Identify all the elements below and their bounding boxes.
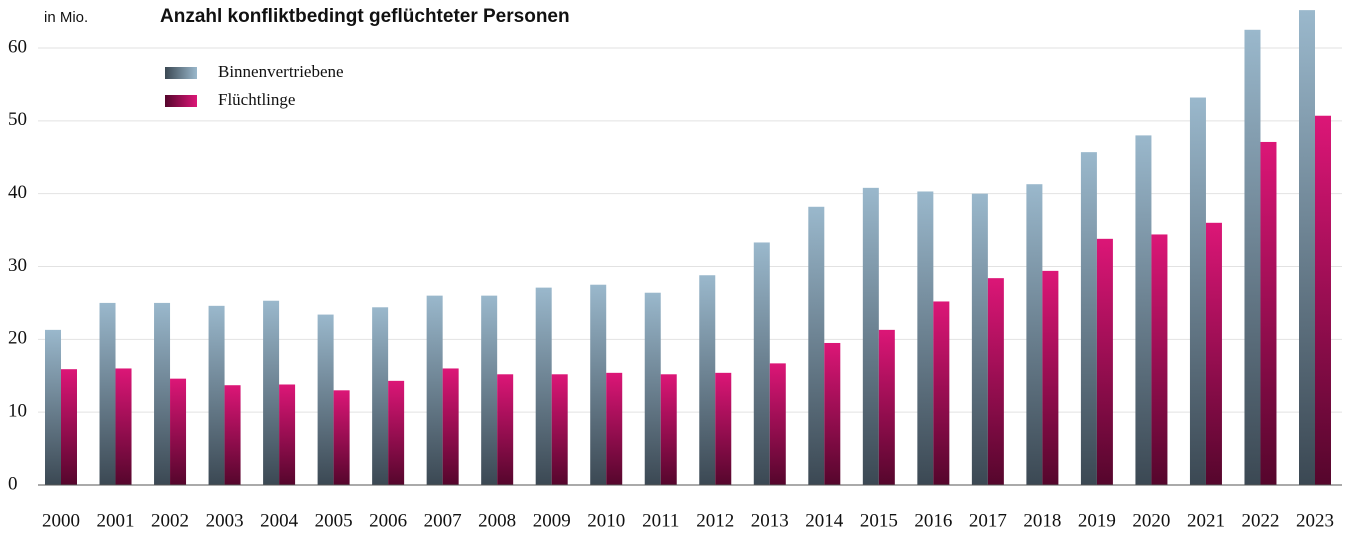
- bar: [1205, 222, 1222, 486]
- bar: [606, 372, 623, 485]
- bar: [644, 292, 661, 485]
- bar: [1096, 238, 1113, 485]
- bar: [481, 295, 498, 485]
- y-tick-label: 20: [8, 328, 27, 349]
- bar: [99, 302, 116, 485]
- bar: [1315, 115, 1331, 486]
- x-tick-label: 2015: [860, 510, 898, 531]
- legend-label: Binnenvertriebene: [218, 62, 344, 81]
- bar: [878, 329, 895, 485]
- x-tick-label: 2006: [369, 510, 407, 531]
- y-unit: in Mio.: [44, 9, 88, 26]
- bar: [45, 329, 61, 485]
- x-tick-label: 2007: [424, 510, 462, 531]
- bar: [1189, 97, 1206, 485]
- x-tick-label: 2010: [587, 510, 625, 531]
- bar: [426, 295, 443, 485]
- bar: [388, 380, 405, 485]
- bar: [317, 314, 334, 485]
- x-tick-label: 2012: [696, 510, 734, 531]
- x-tick-label: 2008: [478, 510, 516, 531]
- x-tick-label: 2017: [969, 510, 1007, 531]
- bar: [208, 305, 225, 485]
- bar: [61, 369, 77, 485]
- x-tick-label: 2014: [805, 510, 844, 531]
- y-tick-label: 10: [8, 401, 27, 422]
- x-tick-label: 2011: [642, 510, 679, 531]
- x-tick-label: 2001: [97, 510, 135, 531]
- bar: [987, 278, 1004, 485]
- legend-label: Flüchtlinge: [218, 90, 295, 109]
- bar: [372, 307, 389, 485]
- bar: [933, 301, 950, 485]
- bar: [442, 368, 459, 485]
- x-tick-label: 2016: [914, 510, 952, 531]
- bar: [1299, 10, 1315, 485]
- x-tick-label: 2000: [42, 510, 80, 531]
- x-tick-label: 2022: [1241, 510, 1279, 531]
- y-tick-label: 50: [8, 109, 27, 130]
- x-tick-label: 2003: [206, 510, 244, 531]
- bar: [769, 363, 786, 485]
- x-tick-label: 2023: [1296, 510, 1334, 531]
- bar: [660, 374, 677, 485]
- legend-swatch: [165, 67, 197, 79]
- x-tick-label: 2005: [315, 510, 353, 531]
- y-tick-label: 60: [8, 36, 27, 57]
- bar: [170, 378, 187, 485]
- legend-swatch: [165, 95, 197, 107]
- y-tick-label: 0: [8, 473, 18, 494]
- bar: [971, 193, 988, 485]
- bar: [333, 390, 350, 485]
- bar: [590, 284, 607, 485]
- x-tick-label: 2020: [1132, 510, 1170, 531]
- x-tick-label: 2019: [1078, 510, 1116, 531]
- bar: [715, 372, 732, 485]
- bar: [753, 242, 770, 485]
- bar: [115, 368, 132, 485]
- x-tick-label: 2002: [151, 510, 189, 531]
- x-tick-label: 2018: [1023, 510, 1061, 531]
- bar: [1260, 141, 1277, 485]
- bar: [1042, 270, 1059, 485]
- chart-title: Anzahl konfliktbedingt geflüchteter Pers…: [160, 6, 570, 27]
- bar: [1244, 29, 1261, 486]
- x-tick-label: 2021: [1187, 510, 1225, 531]
- bar: [154, 302, 171, 485]
- bar: [808, 206, 825, 485]
- bar: [1135, 135, 1152, 485]
- bar: [699, 275, 716, 485]
- bar: [279, 384, 296, 485]
- bar: [263, 300, 280, 485]
- bar: [1151, 234, 1168, 485]
- bar: [862, 187, 879, 485]
- bar: [1080, 152, 1097, 485]
- bar: [224, 385, 241, 485]
- x-tick-label: 2004: [260, 510, 299, 531]
- x-tick-label: 2013: [751, 510, 789, 531]
- bar: [1026, 184, 1043, 485]
- bar: [535, 287, 552, 485]
- x-tick-label: 2009: [533, 510, 571, 531]
- bar: [824, 342, 841, 485]
- bar: [497, 374, 514, 485]
- bar: [551, 374, 568, 485]
- y-tick-label: 40: [8, 182, 27, 203]
- bar: [917, 191, 934, 485]
- y-tick-label: 30: [8, 255, 27, 276]
